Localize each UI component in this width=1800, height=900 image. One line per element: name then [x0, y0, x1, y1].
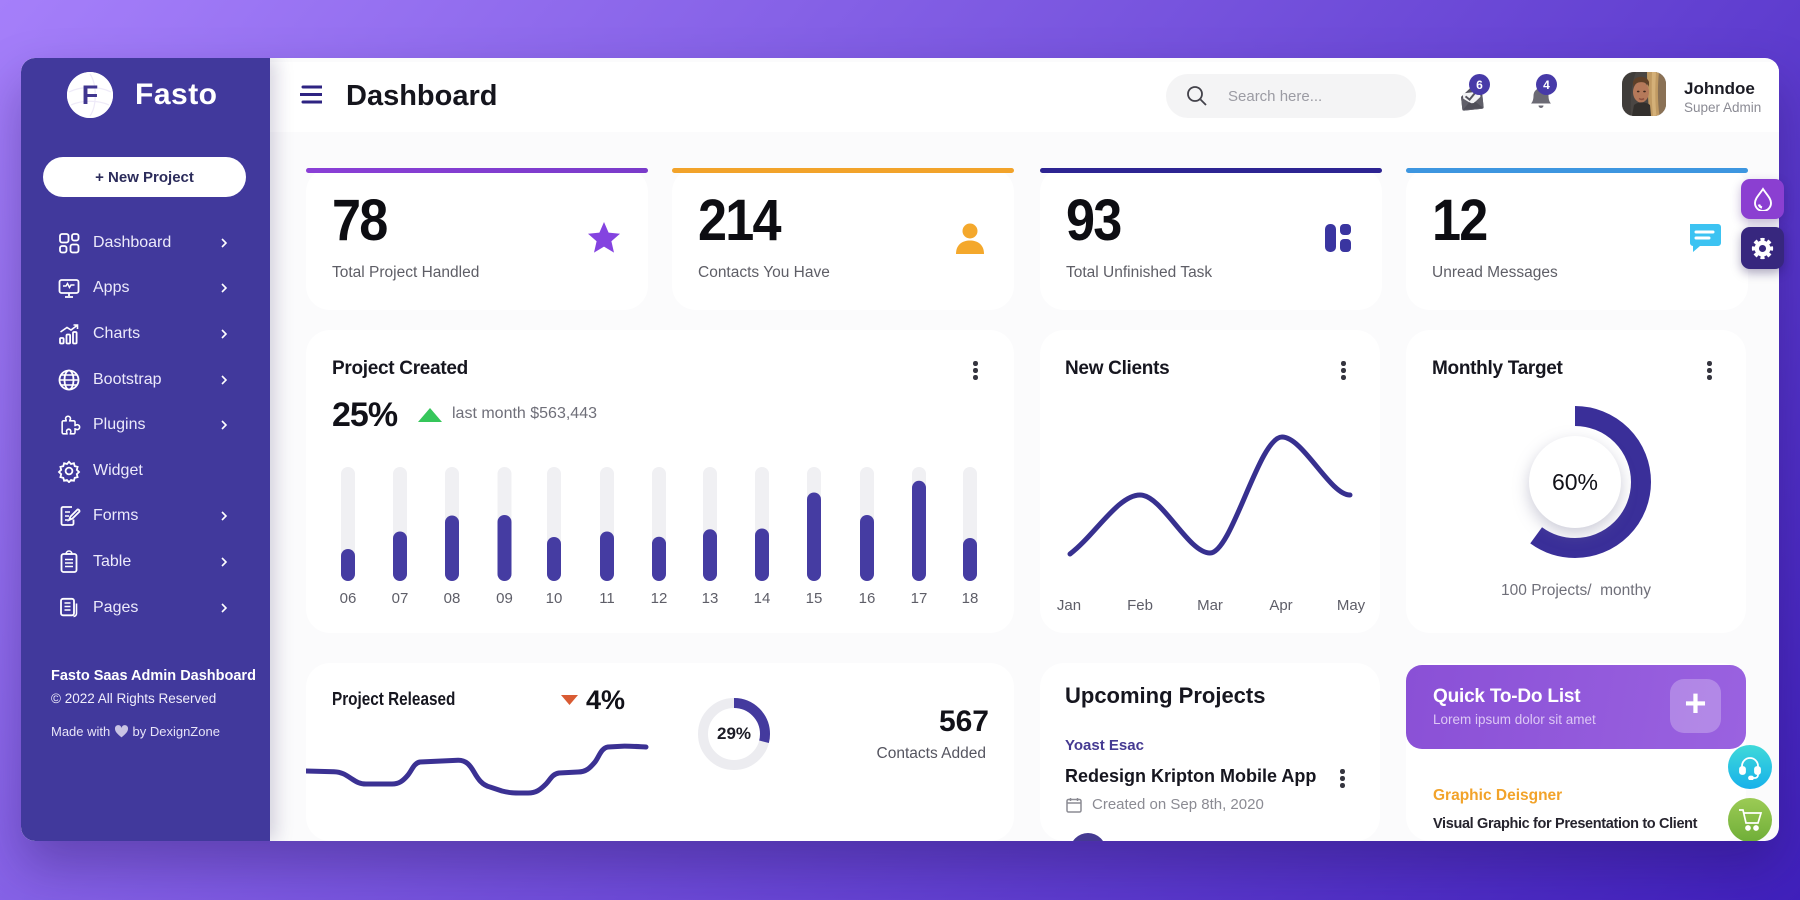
svg-text:07: 07: [392, 590, 409, 607]
svg-text:17: 17: [911, 590, 928, 607]
svg-text:06: 06: [340, 590, 357, 607]
svg-text:12: 12: [651, 590, 668, 607]
svg-text:18: 18: [962, 590, 979, 607]
svg-text:15: 15: [806, 590, 823, 607]
svg-text:Jan: Jan: [1057, 597, 1081, 614]
svg-text:08: 08: [444, 590, 461, 607]
svg-text:14: 14: [754, 590, 771, 607]
svg-text:Feb: Feb: [1127, 597, 1153, 614]
svg-text:10: 10: [546, 590, 563, 607]
svg-text:09: 09: [496, 590, 513, 607]
svg-text:May: May: [1337, 597, 1366, 614]
svg-text:Mar: Mar: [1197, 597, 1223, 614]
svg-text:F: F: [82, 80, 99, 110]
svg-text:16: 16: [859, 590, 876, 607]
svg-text:Apr: Apr: [1269, 597, 1292, 614]
svg-text:11: 11: [599, 590, 615, 607]
svg-text:13: 13: [702, 590, 719, 607]
